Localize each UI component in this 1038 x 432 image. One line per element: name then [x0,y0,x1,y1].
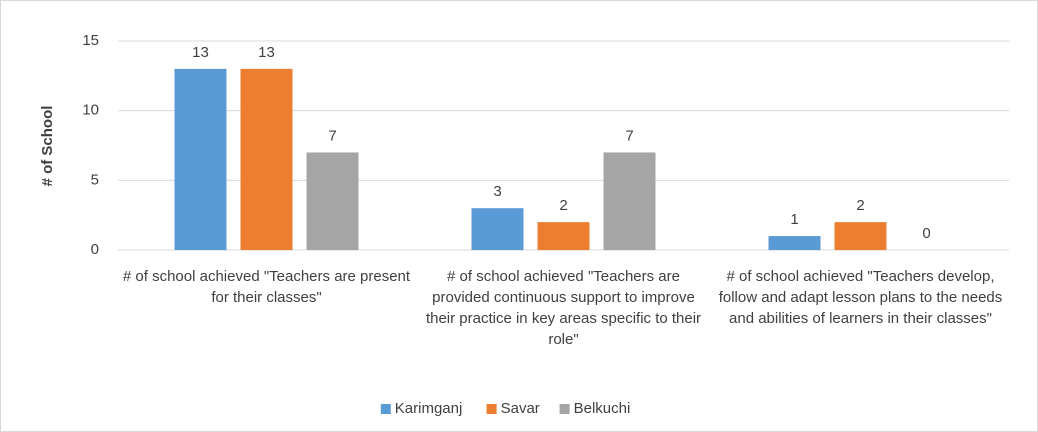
x-tick-label: # of school achieved "Teachers develop, … [718,268,1003,327]
legend-label: Savar [501,400,540,417]
data-label: 13 [258,44,275,61]
legend-swatch [559,404,570,414]
data-label: 2 [856,197,864,214]
y-tick-label: 0 [91,241,99,258]
y-tick-label: 10 [82,102,99,119]
data-label: 2 [559,197,567,214]
data-label: 7 [625,127,633,144]
legend-label: Belkuchi [574,400,631,417]
y-axis-label: # of School [39,106,56,187]
data-label: 7 [328,127,336,144]
y-tick-label: 15 [82,32,99,49]
x-tick-label: # of school achieved "Teachers are provi… [425,268,702,348]
data-label: 13 [192,44,209,61]
x-tick-label: # of school achieved "Teachers are prese… [122,268,411,306]
y-tick-label: 5 [91,171,99,188]
bar [174,68,227,250]
legend-swatch [486,404,497,414]
bar [471,208,524,250]
data-label: 0 [922,225,930,242]
data-label: 1 [790,211,798,228]
bar [537,222,590,250]
bar [240,68,293,250]
legend-swatch [380,404,391,414]
bar [768,236,821,250]
bar [603,152,656,250]
legend-label: Karimganj [395,400,463,417]
bar [306,152,359,250]
data-label: 3 [493,183,501,200]
bar [834,222,887,250]
